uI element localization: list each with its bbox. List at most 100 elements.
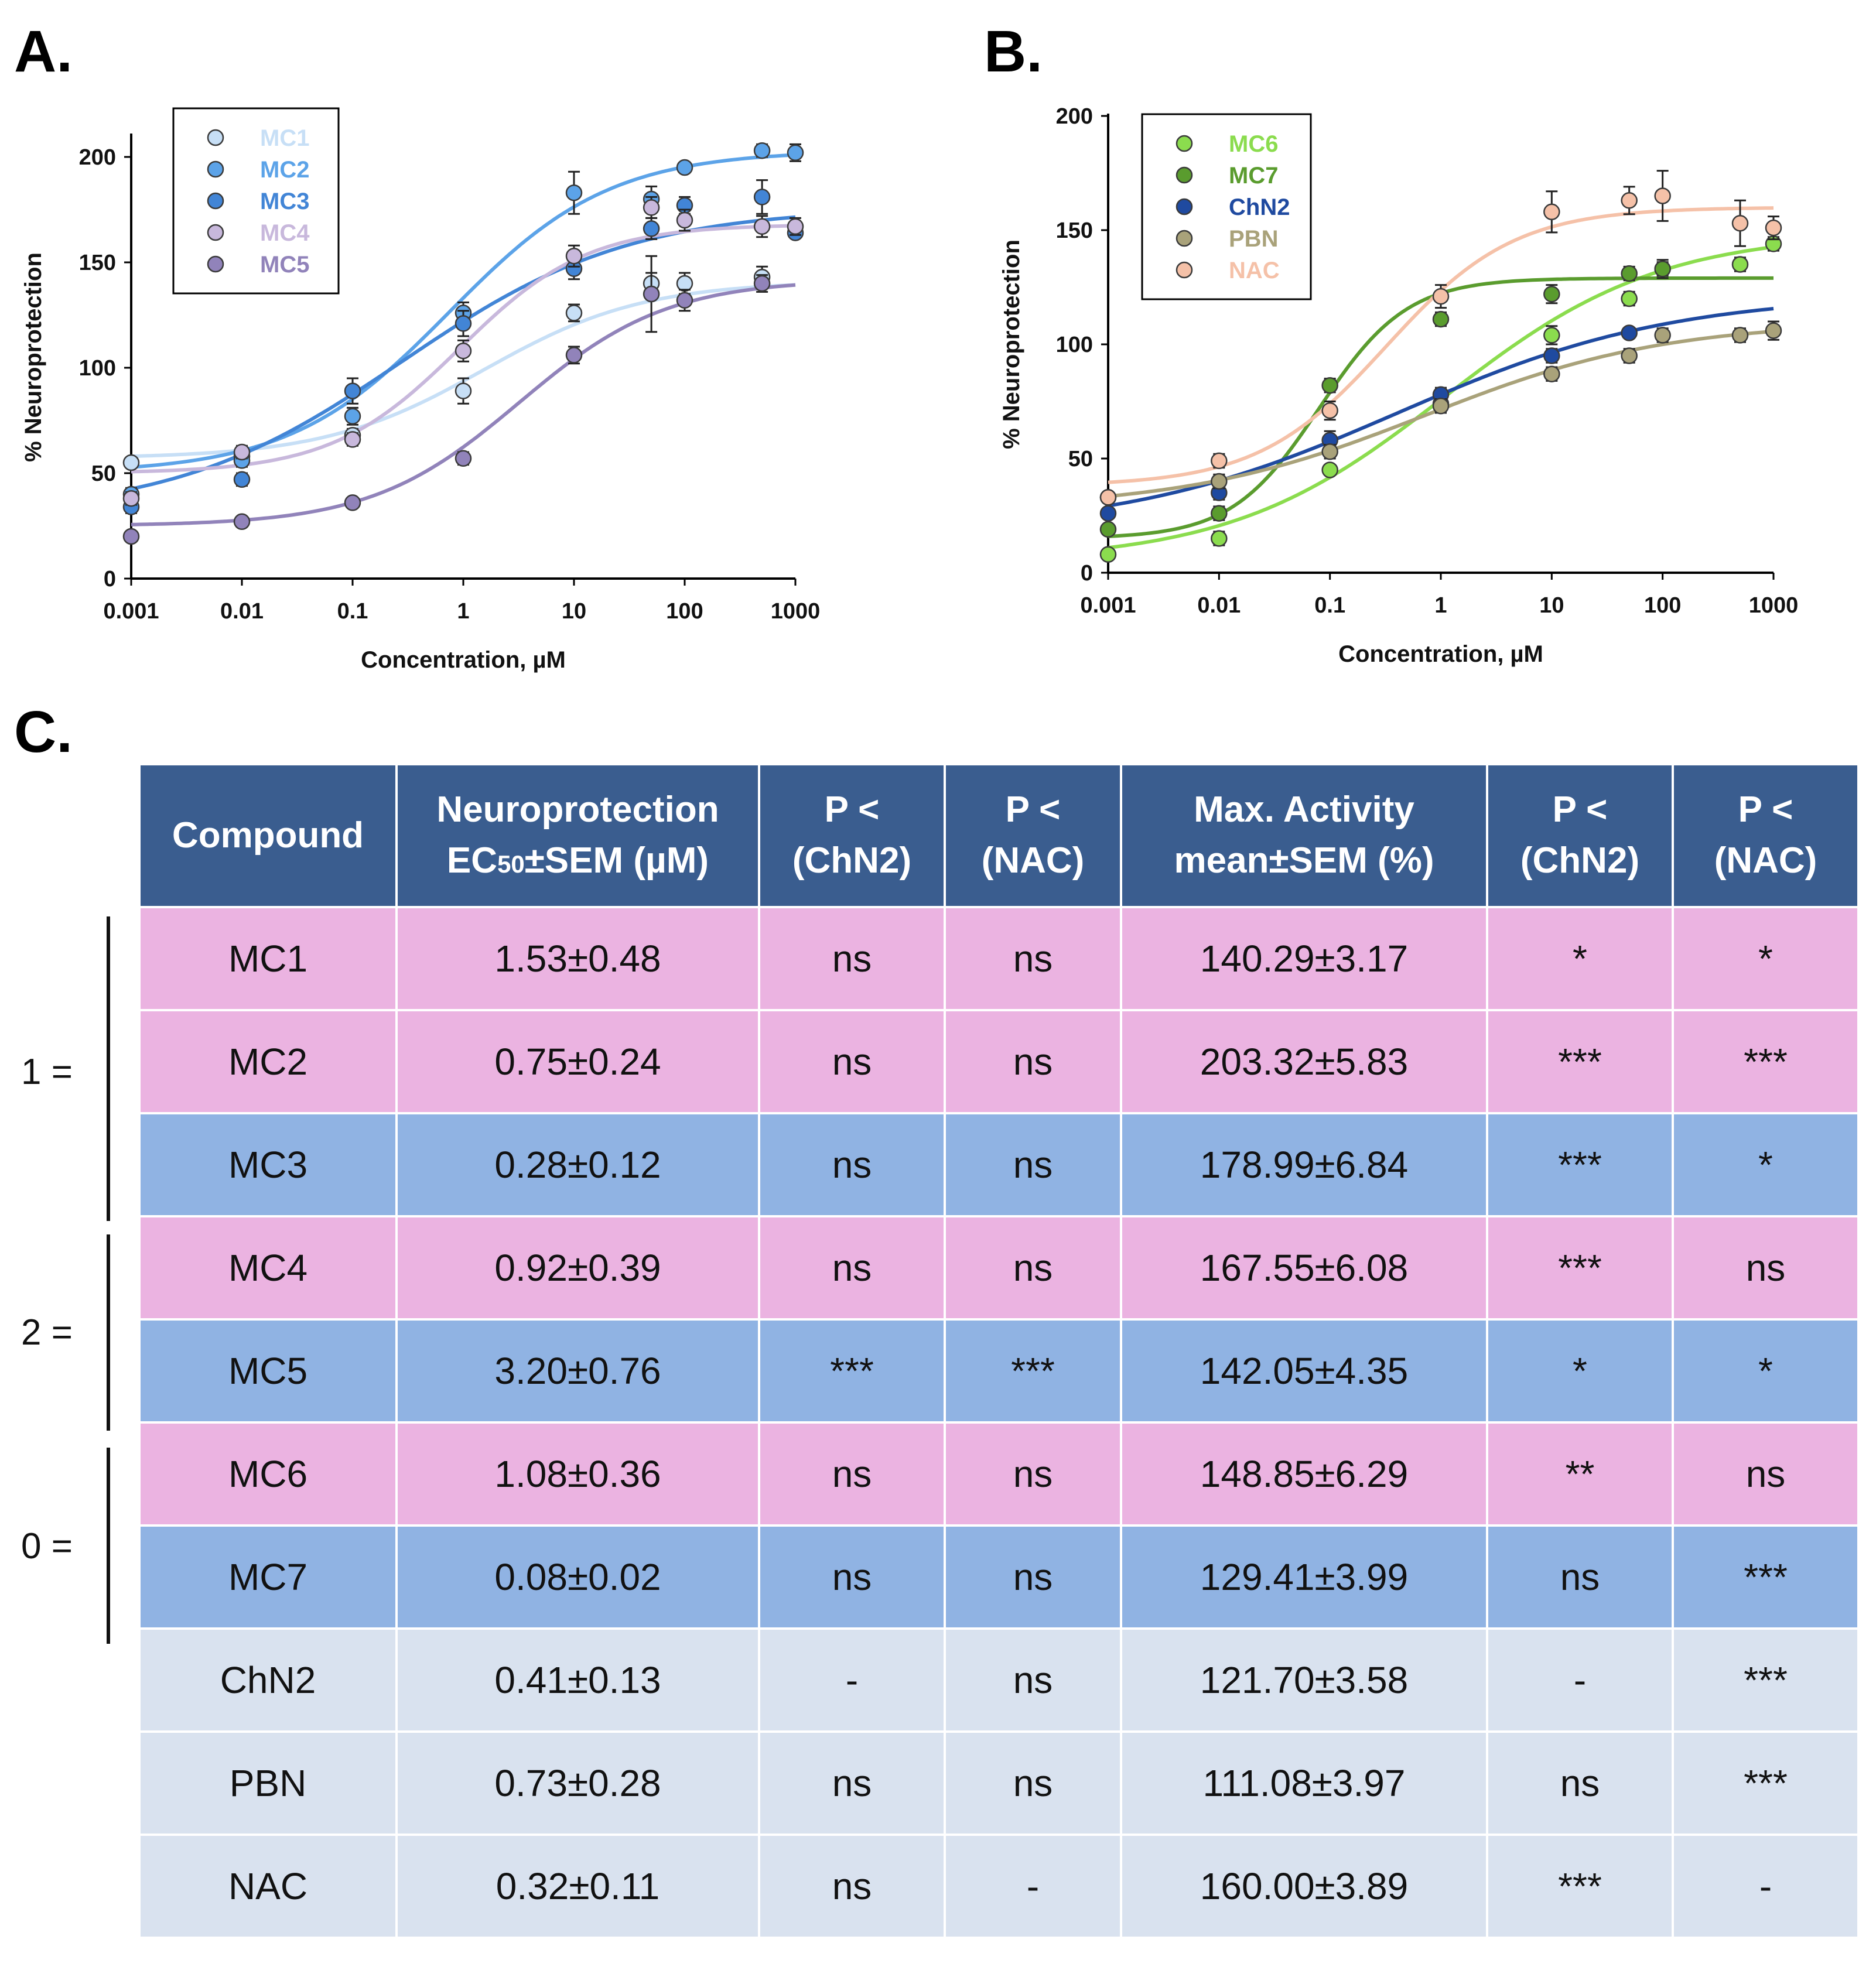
data-point-nac <box>1321 402 1338 419</box>
table-cell: *** <box>944 1318 1122 1424</box>
x-tick-label: 10 <box>1539 593 1564 618</box>
y-tick-label: 200 <box>1056 104 1093 129</box>
y-tick-label: 0 <box>1081 561 1093 586</box>
y-tick-label: 50 <box>1068 447 1093 471</box>
data-point-mc2 <box>753 142 771 159</box>
table-cell: ns <box>944 1524 1122 1630</box>
legend-marker-chn2 <box>1176 198 1193 216</box>
table-cell: 0.32±0.11 <box>395 1834 760 1939</box>
data-point-nac <box>1765 219 1782 237</box>
data-point-mc3 <box>233 471 251 488</box>
table-cell: ns <box>758 906 946 1011</box>
legend-marker-nac <box>1176 261 1193 279</box>
chart-b: 0.001 0.01 0.1 1 10 100 1000 0 50 100 150 200 Concen… <box>999 104 1799 667</box>
table-cell: MC3 <box>138 1112 398 1217</box>
data-point-mc7 <box>1543 285 1560 303</box>
x-tick-label: 1000 <box>771 599 821 624</box>
table-cell: 0.41±0.13 <box>395 1627 760 1733</box>
data-point-mc5 <box>455 450 472 467</box>
table-cell: 0.08±0.02 <box>395 1524 760 1630</box>
table-cell: 121.70±3.58 <box>1120 1627 1488 1733</box>
table-cell: MC1 <box>138 906 398 1011</box>
x-tick-label: 100 <box>1644 593 1681 618</box>
table-cell: *** <box>758 1318 946 1424</box>
table-cell: 142.05±4.35 <box>1120 1318 1488 1424</box>
table-cell: ChN2 <box>138 1627 398 1733</box>
data-point-mc4 <box>753 218 771 235</box>
panel-label-c: C. <box>14 699 73 765</box>
table-cell: ns <box>1672 1215 1860 1321</box>
group-bar-1 <box>107 916 110 1221</box>
table-cell: NAC <box>138 1834 398 1939</box>
panel-label-a: A. <box>14 19 73 84</box>
legend-label-mc2: MC2 <box>260 157 309 183</box>
legend-marker-mc7 <box>1176 166 1193 184</box>
data-point-pbn <box>1543 365 1560 382</box>
table-cell: 178.99±6.84 <box>1120 1112 1488 1217</box>
x-tick-label: 0.1 <box>1314 593 1345 618</box>
data-point-mc7 <box>1099 521 1117 538</box>
table-row: MC6 1.08±0.36 ns ns 148.85±6.29 ** ns <box>138 1421 1860 1527</box>
group-bar-3 <box>107 1448 110 1644</box>
table-row: PBN 0.73±0.28 ns ns 111.08±3.97 ns *** <box>138 1730 1860 1836</box>
data-point-mc6 <box>1321 461 1338 478</box>
table-cell: * <box>1672 906 1860 1011</box>
data-point-mc1 <box>676 275 693 292</box>
x-tick-label: 10 <box>562 599 586 624</box>
data-point-mc7 <box>1211 505 1228 522</box>
table-cell: 1.53±0.48 <box>395 906 760 1011</box>
data-point-pbn <box>1654 327 1671 344</box>
legend-box <box>172 107 340 295</box>
table-cell: MC6 <box>138 1421 398 1527</box>
data-point-chn2 <box>1543 347 1560 364</box>
x-tick-label: 0.001 <box>103 599 159 624</box>
table-row: NAC 0.32±0.11 ns -160.00±3.89 *** - <box>138 1834 1860 1939</box>
group-bar-2 <box>107 1234 110 1431</box>
legend-label-mc7: MC7 <box>1229 163 1278 189</box>
data-point-mc7 <box>1621 265 1638 282</box>
x-tick-label: 0.01 <box>220 599 264 624</box>
data-point-mc7 <box>1432 310 1450 328</box>
data-point-pbn <box>1765 322 1782 339</box>
table-row: ChN2 0.41±0.13- ns 121.70±3.58- *** <box>138 1627 1860 1733</box>
x-axis-title: Concentration, µM <box>1338 641 1543 667</box>
data-point-mc4 <box>455 342 472 360</box>
table-cell: *** <box>1486 1215 1674 1321</box>
table-cell: 167.55±6.08 <box>1120 1215 1488 1321</box>
table-cell: ns <box>1486 1730 1674 1836</box>
table-cell: *** <box>1672 1524 1860 1630</box>
y-tick-label: 50 <box>91 461 116 486</box>
y-tick-label: 200 <box>79 145 116 170</box>
y-tick-label: 100 <box>1056 333 1093 357</box>
results-table: Compound Neuroprotection EC50±SEM (µM) P … <box>138 763 1860 1939</box>
table-cell: *** <box>1486 1834 1674 1939</box>
table-cell: *** <box>1672 1009 1860 1114</box>
table-row: MC3 0.28±0.12 ns ns 178.99±6.84 *** * <box>138 1112 1860 1217</box>
data-point-pbn <box>1432 398 1450 415</box>
table-cell: *** <box>1486 1112 1674 1217</box>
legend-marker-mc3 <box>207 192 224 210</box>
data-point-chn2 <box>1621 324 1638 341</box>
table-cell: 3.20±0.76 <box>395 1318 760 1424</box>
x-tick-label: 0.1 <box>337 599 368 624</box>
data-point-mc7 <box>1321 377 1338 394</box>
data-point-mc1 <box>455 382 472 399</box>
table-cell: ns <box>1672 1421 1860 1527</box>
data-point-mc5 <box>122 528 140 545</box>
x-tick-label: 1000 <box>1749 593 1799 618</box>
table-cell: ns <box>944 1112 1122 1217</box>
table-cell: ** <box>1486 1421 1674 1527</box>
data-point-pbn <box>1211 473 1228 490</box>
table-cell: MC4 <box>138 1215 398 1321</box>
y-tick-label: 100 <box>79 356 116 381</box>
data-point-mc3 <box>643 220 660 237</box>
x-axis-title: Concentration, µM <box>361 647 566 673</box>
header-compound: Compound <box>138 763 398 908</box>
table-cell: MC7 <box>138 1524 398 1630</box>
table-cell: 0.28±0.12 <box>395 1112 760 1217</box>
table-cell: ns <box>758 1524 946 1630</box>
header-max-activity: Max. Activity mean±SEM (%) <box>1120 763 1488 908</box>
table-row: MC5 3.20±0.76 *** *** 142.05±4.35 * * <box>138 1318 1860 1424</box>
table-cell: MC2 <box>138 1009 398 1114</box>
x-tick-label: 0.01 <box>1197 593 1241 618</box>
